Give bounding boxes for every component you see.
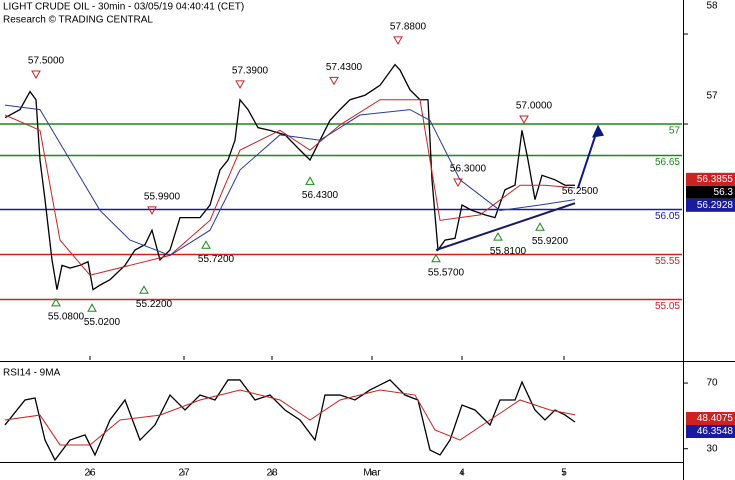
rsi-title: RSI14 - 9MA	[3, 368, 61, 379]
price-label-box	[686, 425, 735, 439]
high-label: 57.8800	[390, 21, 427, 32]
low-marker	[201, 240, 211, 249]
high-label: 57.3900	[232, 66, 269, 77]
price-label-box	[686, 172, 735, 186]
low-marker	[51, 297, 61, 307]
high-label: 55.9900	[144, 192, 181, 203]
low-marker	[535, 222, 545, 231]
low-marker	[87, 303, 97, 312]
high-marker	[519, 115, 529, 125]
high-label: 56.3000	[450, 164, 487, 175]
price-label: 56.3855	[697, 174, 734, 185]
x-tick-label: 26	[84, 468, 96, 479]
price-label: 46.3548	[697, 426, 734, 437]
level-label: 56.05	[655, 211, 680, 222]
low-label: 55.2200	[136, 299, 173, 310]
price-label: 56.3	[714, 187, 734, 198]
x-tick-label: 5	[561, 468, 567, 479]
low-label: 55.7200	[198, 254, 235, 265]
high-marker	[393, 36, 403, 45]
price-label-box	[686, 185, 735, 199]
price-label-box	[686, 412, 735, 426]
average-line	[4, 99, 576, 276]
low-label: 55.0800	[48, 311, 85, 322]
chart-subtitle: Research © TRADING CENTRAL	[3, 15, 153, 26]
level-label: 55.55	[655, 256, 680, 267]
price-label-box	[686, 198, 735, 212]
low-label: 55.9200	[532, 236, 569, 247]
chart-title: LIGHT CRUDE OIL - 30min - 03/05/19 04:40…	[3, 2, 244, 13]
low-marker	[139, 285, 149, 294]
high-marker	[235, 80, 245, 89]
high-marker	[453, 178, 463, 188]
high-label: 57.4300	[326, 62, 363, 73]
level-label: 57	[669, 126, 681, 137]
high-label: 57.0000	[516, 101, 553, 112]
low-label: 55.8100	[490, 246, 527, 257]
arrow-head	[592, 124, 604, 138]
high-label: 57.5000	[28, 56, 65, 67]
low-marker	[305, 176, 315, 185]
y-tick-label: 57	[706, 91, 718, 102]
price-label: 56.2928	[697, 200, 734, 211]
note-label: 56.2500	[562, 186, 599, 197]
average-line	[4, 389, 576, 446]
low-marker	[431, 253, 441, 263]
y-tick-label: 70	[706, 378, 718, 389]
high-marker	[147, 206, 157, 215]
x-tick-label: 4	[459, 468, 465, 479]
price-label: 48.4075	[697, 413, 734, 424]
high-marker	[31, 70, 41, 80]
high-marker	[329, 76, 339, 86]
x-tick-label: Mar	[363, 468, 381, 479]
trendline	[435, 202, 576, 251]
y-tick-label: 58	[706, 1, 718, 12]
low-label: 56.4300	[302, 190, 339, 201]
price-line	[4, 379, 576, 462]
low-label: 55.5700	[428, 267, 465, 278]
level-label: 56.65	[655, 157, 680, 168]
average-line	[4, 104, 576, 256]
level-label: 55.05	[655, 301, 680, 312]
low-label: 55.0200	[84, 317, 121, 328]
y-tick-label: 30	[706, 443, 718, 454]
x-tick-label: 27	[178, 468, 190, 479]
x-tick-label: 28	[266, 468, 278, 479]
forecast-arrow	[577, 127, 599, 189]
low-marker	[493, 232, 503, 241]
